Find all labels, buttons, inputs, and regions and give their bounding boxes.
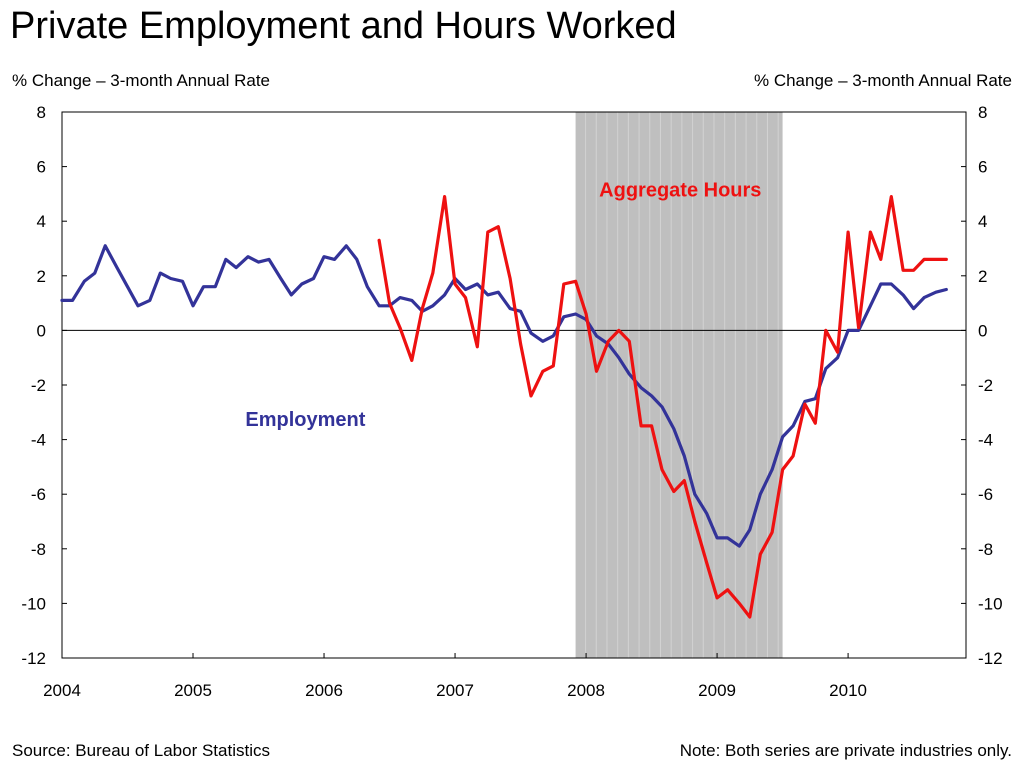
y-axis-ticks: 8 8 6 6 4 4 2 2 0 0 -2 -2 -4 -4 -6 -6 -8 -8 -10 -10 -12 -12: [21, 103, 1002, 668]
y-tick-label-right: -10: [978, 594, 1003, 613]
y-tick-label-left: -8: [31, 540, 46, 559]
series-line-employment: [60, 244, 948, 548]
y-tick-label-left: 2: [37, 267, 46, 286]
chart-title: Private Employment and Hours Worked: [10, 5, 677, 47]
recession-shading: [575, 112, 783, 658]
y-tick-label-left: 8: [37, 103, 46, 122]
series-lines: [60, 195, 948, 619]
source-note: Source: Bureau of Labor Statistics: [12, 741, 270, 760]
x-tick-label: 2007: [436, 681, 474, 700]
y-tick-label-left: -10: [21, 594, 46, 613]
y-tick-label-right: -6: [978, 485, 993, 504]
x-tick-label: 2005: [174, 681, 212, 700]
x-tick-label: 2008: [567, 681, 605, 700]
x-tick-label: 2004: [43, 681, 81, 700]
y-tick-label-left: 4: [37, 212, 46, 231]
y-tick-label-right: 8: [978, 103, 987, 122]
y-tick-label-left: 0: [37, 321, 46, 340]
x-axis-ticks: 2004 2005 2006 2007 2008 2009 2010: [43, 653, 867, 700]
y-tick-label-left: 6: [37, 158, 46, 177]
y-tick-label-right: -4: [978, 431, 993, 450]
y-tick-label-right: 4: [978, 212, 987, 231]
series-label-employment: Employment: [245, 409, 365, 431]
series-label-aggregate-hours: Aggregate Hours: [599, 180, 761, 202]
y-tick-label-left: -6: [31, 485, 46, 504]
series-labels: Employment Aggregate Hours: [245, 180, 761, 431]
y-tick-label-right: 6: [978, 158, 987, 177]
x-tick-label: 2010: [829, 681, 867, 700]
plot-frame: [61, 111, 967, 659]
y-tick-label-left: -4: [31, 431, 46, 450]
y-tick-label-right: -8: [978, 540, 993, 559]
plot-border: [61, 111, 967, 659]
y-tick-label-right: -2: [978, 376, 993, 395]
y-tick-label-right: 0: [978, 321, 987, 340]
y-tick-label-left: -2: [31, 376, 46, 395]
recession-band: [575, 112, 783, 658]
right-axis-unit: % Change – 3-month Annual Rate: [753, 71, 1012, 90]
y-tick-label-right: 2: [978, 267, 987, 286]
y-tick-label-right: -12: [978, 649, 1003, 668]
x-tick-label: 2006: [305, 681, 343, 700]
x-tick-label: 2009: [698, 681, 736, 700]
series-line-aggregate-hours: [377, 195, 948, 619]
footnote: Note: Both series are private industries…: [679, 741, 1012, 760]
left-axis-unit: % Change – 3-month Annual Rate: [12, 71, 271, 90]
y-tick-label-left: -12: [21, 649, 46, 668]
